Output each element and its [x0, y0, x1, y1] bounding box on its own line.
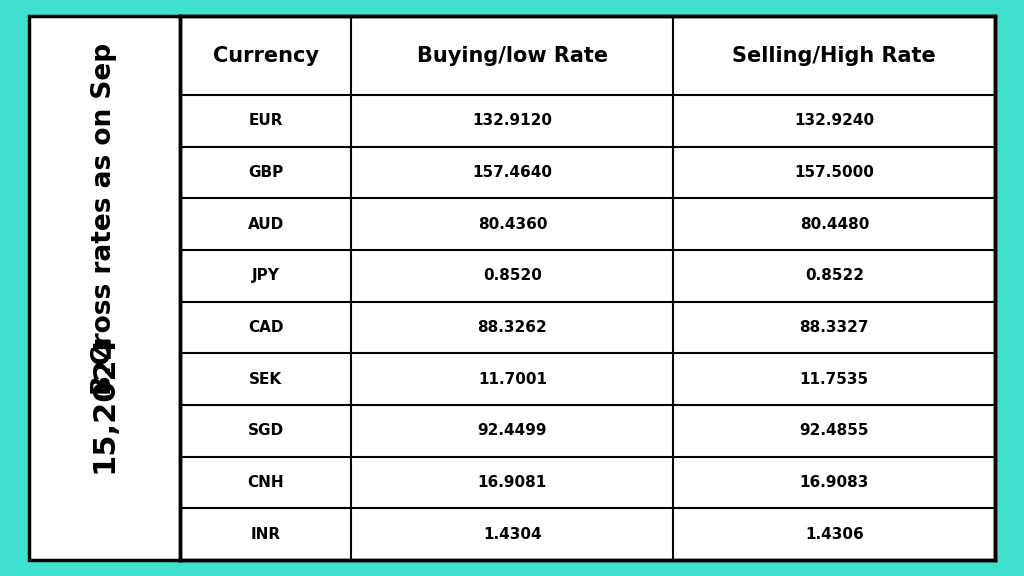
Text: 16.9083: 16.9083: [800, 475, 869, 490]
Text: 132.9240: 132.9240: [795, 113, 874, 128]
Text: 92.4499: 92.4499: [477, 423, 547, 438]
Text: Buying/low Rate: Buying/low Rate: [417, 46, 608, 66]
Text: 132.9120: 132.9120: [472, 113, 552, 128]
Text: 11.7535: 11.7535: [800, 372, 869, 386]
Text: INR: INR: [251, 526, 281, 541]
Text: 16.9081: 16.9081: [478, 475, 547, 490]
Text: AUD: AUD: [248, 217, 284, 232]
Text: 1.4304: 1.4304: [483, 526, 542, 541]
Text: EUR: EUR: [249, 113, 283, 128]
Text: 11.7001: 11.7001: [478, 372, 547, 386]
FancyBboxPatch shape: [29, 16, 995, 560]
Text: 80.4360: 80.4360: [477, 217, 547, 232]
Text: JPY: JPY: [252, 268, 280, 283]
Text: CAD: CAD: [248, 320, 284, 335]
Text: 15,2024: 15,2024: [90, 334, 119, 473]
Text: 1.4306: 1.4306: [805, 526, 863, 541]
Text: 88.3327: 88.3327: [800, 320, 869, 335]
Text: Currency: Currency: [213, 46, 318, 66]
Text: CNH: CNH: [248, 475, 284, 490]
Text: Selling/High Rate: Selling/High Rate: [732, 46, 936, 66]
Text: 88.3262: 88.3262: [477, 320, 547, 335]
Text: 92.4855: 92.4855: [800, 423, 869, 438]
Text: 0.8520: 0.8520: [483, 268, 542, 283]
Text: 80.4480: 80.4480: [800, 217, 869, 232]
Text: B.Cross rates as on Sep: B.Cross rates as on Sep: [91, 43, 118, 395]
Text: 157.5000: 157.5000: [795, 165, 874, 180]
Text: SEK: SEK: [249, 372, 283, 386]
Text: GBP: GBP: [248, 165, 284, 180]
Text: 0.8522: 0.8522: [805, 268, 864, 283]
Text: SGD: SGD: [248, 423, 284, 438]
Text: 157.4640: 157.4640: [472, 165, 552, 180]
